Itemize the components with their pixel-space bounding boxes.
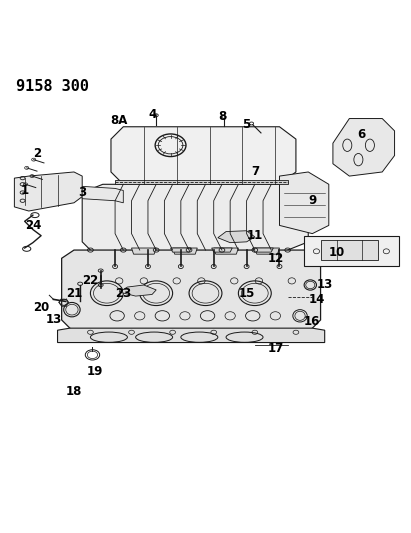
Polygon shape — [279, 172, 329, 233]
Text: 18: 18 — [66, 385, 82, 398]
Text: 14: 14 — [308, 293, 325, 306]
Polygon shape — [304, 236, 399, 266]
Polygon shape — [218, 231, 255, 243]
Polygon shape — [253, 248, 273, 252]
Polygon shape — [321, 240, 378, 260]
Text: 13: 13 — [316, 279, 333, 292]
Polygon shape — [62, 250, 321, 332]
Text: 17: 17 — [267, 342, 284, 355]
Text: 10: 10 — [329, 246, 345, 259]
Polygon shape — [58, 328, 325, 343]
Polygon shape — [82, 187, 123, 203]
Text: 23: 23 — [115, 287, 132, 300]
Text: 21: 21 — [66, 287, 82, 300]
Text: 20: 20 — [33, 301, 49, 314]
Text: 11: 11 — [247, 229, 263, 242]
Polygon shape — [132, 248, 156, 254]
Text: 8: 8 — [218, 110, 226, 123]
Text: 3: 3 — [78, 186, 86, 199]
Polygon shape — [333, 118, 395, 176]
Text: 5: 5 — [242, 118, 251, 131]
Text: 6: 6 — [358, 128, 366, 141]
Text: 2: 2 — [33, 147, 41, 160]
Polygon shape — [115, 180, 288, 184]
Text: 8A: 8A — [111, 114, 128, 127]
Text: 16: 16 — [304, 316, 321, 328]
Text: 9158 300: 9158 300 — [16, 79, 90, 94]
Text: 4: 4 — [148, 108, 156, 121]
Polygon shape — [255, 248, 279, 254]
Text: 7: 7 — [251, 165, 259, 179]
Polygon shape — [212, 248, 232, 252]
Text: 19: 19 — [86, 365, 103, 378]
Text: 22: 22 — [82, 274, 99, 287]
Text: 9: 9 — [308, 194, 316, 207]
Polygon shape — [82, 184, 308, 259]
Text: 15: 15 — [238, 287, 255, 300]
Polygon shape — [111, 127, 296, 184]
Polygon shape — [214, 248, 238, 254]
Polygon shape — [14, 172, 82, 211]
Text: 12: 12 — [267, 252, 284, 265]
Polygon shape — [171, 248, 191, 252]
Polygon shape — [119, 285, 156, 296]
Polygon shape — [173, 248, 197, 254]
Text: 1: 1 — [21, 184, 29, 197]
Text: 13: 13 — [45, 313, 62, 326]
Text: 24: 24 — [25, 219, 41, 232]
